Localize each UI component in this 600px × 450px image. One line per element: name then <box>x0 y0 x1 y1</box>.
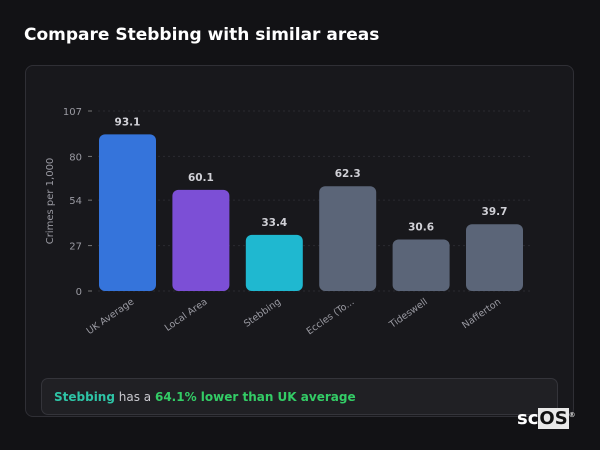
scos-logo: scOS® <box>517 408 576 429</box>
x-tick-label: Stebbing <box>242 296 283 329</box>
y-tick-label: 107 <box>63 107 82 118</box>
page-title: Compare Stebbing with similar areas <box>24 25 380 45</box>
summary-comparison: 64.1% lower than UK average <box>154 390 356 404</box>
bar[interactable] <box>319 186 377 291</box>
bar[interactable] <box>99 134 156 291</box>
y-tick-label: 0 <box>76 287 82 298</box>
y-axis-label: Crimes per 1,000 <box>45 158 56 245</box>
bar[interactable] <box>172 189 230 291</box>
data-label: 60.1 <box>188 172 214 184</box>
x-tick-label: UK Average <box>85 296 137 337</box>
bar[interactable] <box>245 234 303 291</box>
data-label: 30.6 <box>408 222 434 234</box>
summary-text: has a <box>114 390 155 404</box>
data-label: 62.3 <box>335 168 361 180</box>
x-tick-label: Eccles (To... <box>305 296 357 337</box>
data-label: 33.4 <box>261 217 287 229</box>
bar[interactable] <box>392 239 450 291</box>
summary-place: Stebbing <box>54 390 115 404</box>
y-tick-label: 27 <box>69 242 82 253</box>
summary-box: Stebbing has a 64.1% lower than UK avera… <box>41 378 558 415</box>
x-tick-label: Local Area <box>163 296 210 333</box>
y-tick-label: 54 <box>69 196 82 207</box>
x-tick-label: Tideswell <box>387 296 430 331</box>
y-tick-label: 80 <box>69 152 82 163</box>
bar[interactable] <box>466 224 523 291</box>
data-label: 93.1 <box>115 116 141 128</box>
data-label: 39.7 <box>482 206 508 218</box>
x-tick-label: Nafferton <box>460 296 503 331</box>
